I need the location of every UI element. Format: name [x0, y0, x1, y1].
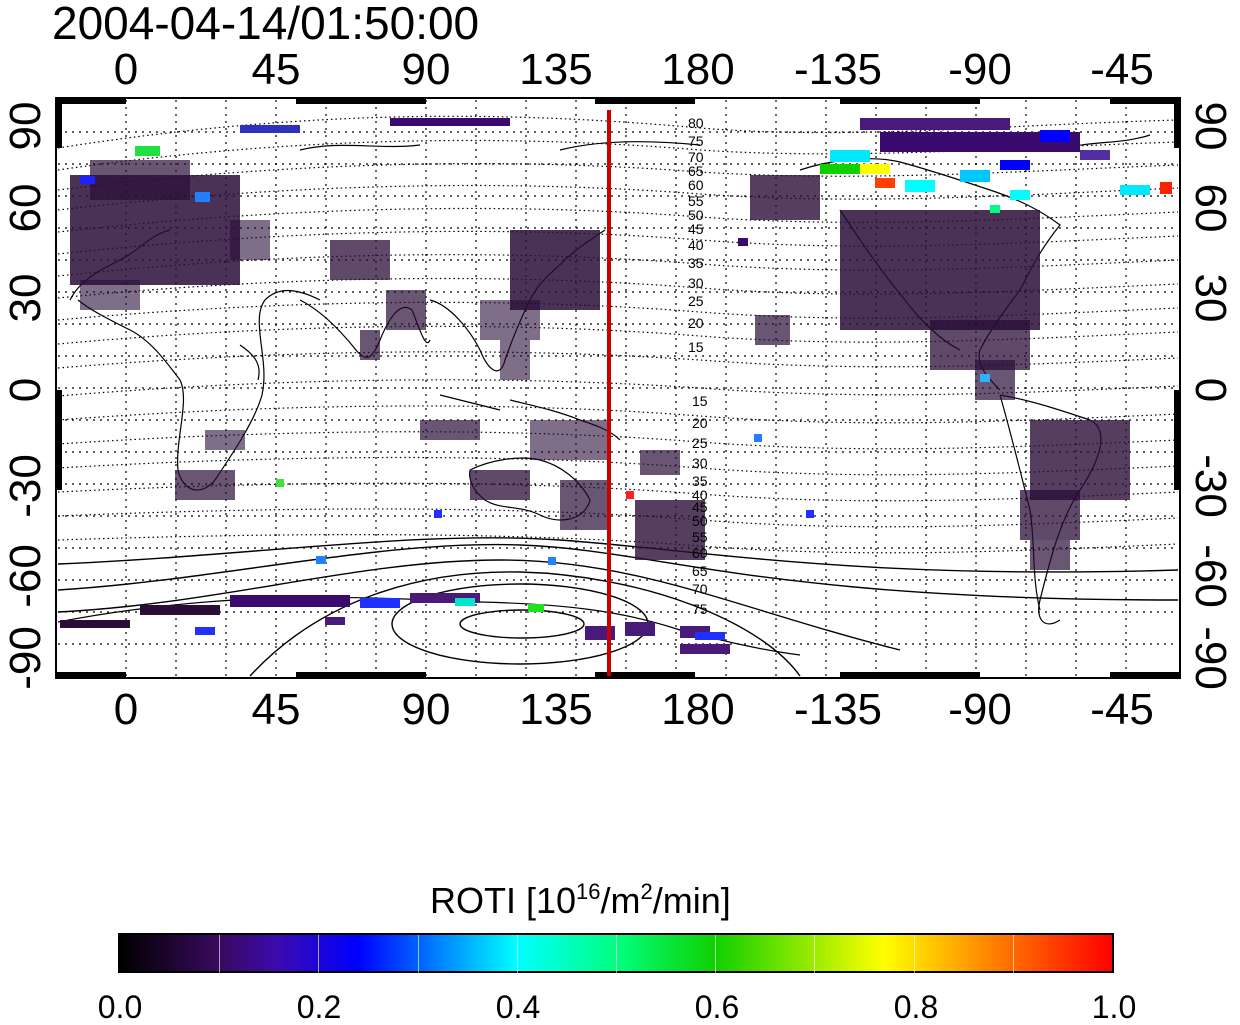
southern-auroral-contours [57, 537, 1179, 677]
colorbar-title-mid: /m [600, 880, 641, 921]
mag-lat-label: 55 [688, 193, 704, 209]
mag-lat-label: 40 [688, 237, 704, 253]
left-lat-tick: -30 [1, 454, 50, 518]
mag-lat-label: 80 [688, 115, 704, 131]
right-lat-tick: -90 [1186, 626, 1235, 690]
colorbar-minor-tick [417, 935, 419, 973]
mag-lat-label: 75 [688, 133, 704, 149]
mag-lat-label: 30 [692, 455, 708, 471]
colorbar-title-suffix: /min] [652, 880, 731, 921]
top-lon-tick: -135 [793, 45, 883, 94]
colorbar-minor-tick [1012, 935, 1014, 973]
mag-lat-label: 25 [692, 435, 708, 451]
mag-lat-label: 75 [692, 601, 708, 617]
right-lat-tick: 30 [1186, 273, 1235, 323]
mag-lat-label: 20 [692, 415, 708, 431]
bottom-lon-tick: -45 [1090, 685, 1154, 734]
mag-lat-label: 15 [692, 393, 708, 409]
colorbar-title-exp1: 16 [576, 879, 601, 904]
left-lat-tick: 0 [1, 377, 50, 403]
bottom-lon-tick: 0 [113, 685, 139, 734]
top-lon-tick: 135 [519, 45, 593, 94]
mag-lat-label: 50 [688, 207, 704, 223]
mag-lat-label: 70 [692, 581, 708, 597]
mag-lat-label: 70 [688, 149, 704, 165]
colorbar-title-exp2: 2 [640, 879, 653, 904]
mag-lat-labels: 80 75 70 65 60 55 50 45 40 35 30 25 20 1… [688, 115, 708, 617]
left-lat-tick: -60 [1, 544, 50, 608]
mag-lat-label: 40 [692, 487, 708, 503]
bottom-lon-tick: -135 [793, 685, 883, 734]
colorbar-minor-tick [913, 935, 915, 973]
mag-lat-label: 45 [692, 499, 708, 515]
left-lat-tick: 30 [1, 273, 50, 323]
colorbar-minor-tick [715, 935, 717, 973]
bottom-lon-tick: 90 [401, 685, 451, 734]
mag-lat-label: 45 [688, 221, 704, 237]
right-lat-tick: 60 [1186, 183, 1235, 233]
right-lat-tick: -30 [1186, 454, 1235, 518]
colorbar-minor-tick [516, 935, 518, 973]
roti-cells [60, 118, 1172, 654]
right-lat-tick: 0 [1186, 377, 1235, 403]
top-lon-tick: 90 [401, 45, 451, 94]
mag-lat-label: 60 [692, 545, 708, 561]
top-lon-tick: 180 [661, 45, 735, 94]
mag-lat-label: 25 [688, 293, 704, 309]
mag-lat-label: 55 [692, 529, 708, 545]
colorbar-tick-label: 0.6 [694, 989, 740, 1025]
colorbar-minor-tick [616, 935, 617, 973]
left-lat-tick: -90 [1, 626, 50, 690]
mag-lat-label: 35 [692, 473, 708, 489]
colorbar-minor-tick [814, 935, 816, 973]
top-lon-tick: 0 [113, 45, 139, 94]
colorbar-tick-label: 0.2 [296, 989, 342, 1025]
colorbar-minor-tick [318, 935, 320, 973]
top-lon-tick: -45 [1090, 45, 1154, 94]
colorbar-tick-label: 0.4 [495, 989, 541, 1025]
top-lon-tick: -90 [948, 45, 1012, 94]
bottom-lon-tick: 45 [251, 685, 301, 734]
bottom-lon-tick: 180 [661, 685, 735, 734]
mag-lat-label: 65 [688, 163, 704, 179]
right-lat-tick: -60 [1186, 544, 1235, 608]
mag-lat-label: 60 [688, 177, 704, 193]
colorbar-tick-label: 1.0 [1091, 989, 1137, 1025]
colorbar-tick-label: 0.8 [893, 989, 939, 1025]
colorbar-title-prefix: ROTI [10 [430, 880, 577, 921]
colorbar-minor-tick [219, 935, 221, 973]
bottom-lon-tick: -90 [948, 685, 1012, 734]
mag-lat-label: 15 [688, 339, 704, 355]
frame-tick-bars [56, 98, 1180, 678]
mag-lat-label: 30 [688, 275, 704, 291]
bottom-lon-tick: 135 [519, 685, 593, 734]
colorbar-title: ROTI [1016/m2/min] [430, 872, 731, 921]
colorbar-tick-label: 0.0 [97, 989, 143, 1025]
left-lat-tick: 60 [1, 183, 50, 233]
top-lon-tick: 45 [251, 45, 301, 94]
left-lat-tick: 90 [1, 101, 50, 151]
mag-lat-label: 50 [692, 513, 708, 529]
right-lat-tick: 90 [1186, 101, 1235, 151]
mag-lat-label: 20 [688, 315, 704, 331]
mag-lat-label: 35 [688, 255, 704, 271]
timestamp-title: 2004-04-14/01:50:00 [52, 0, 480, 49]
mag-lat-label: 65 [692, 563, 708, 579]
roti-colorbar [118, 933, 1114, 973]
